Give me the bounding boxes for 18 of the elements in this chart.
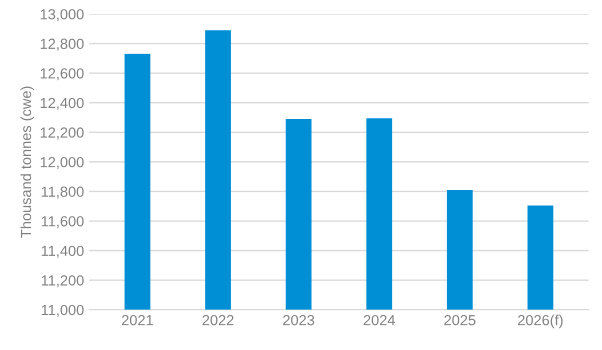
y-tick-label: 12,600: [40, 68, 84, 80]
y-tick-label: 11,400: [42, 246, 84, 258]
y-tick-label: 11,200: [42, 275, 84, 288]
x-tick-label: 2022: [202, 314, 234, 326]
y-axis-title: Thousand tonnes (cwe): [20, 86, 34, 238]
y-tick-label: 12,400: [40, 98, 84, 110]
y-tick-label: 12,000: [40, 156, 84, 170]
x-tick-label: 2025: [444, 314, 476, 326]
y-tick-label: 12,800: [40, 38, 84, 51]
x-tick-label: 2026(f): [518, 314, 563, 328]
y-tick-label: 13,000: [40, 9, 84, 22]
y-tick-label: 11,600: [42, 216, 84, 228]
y-tick-label: 12,200: [40, 127, 84, 140]
x-tick-label: 2024: [364, 314, 396, 326]
y-tick-label: 11,800: [42, 186, 84, 199]
y-tick-label: 11,000: [42, 304, 84, 317]
x-tick-label: 2021: [122, 314, 153, 326]
x-tick-label: 2023: [283, 314, 314, 326]
